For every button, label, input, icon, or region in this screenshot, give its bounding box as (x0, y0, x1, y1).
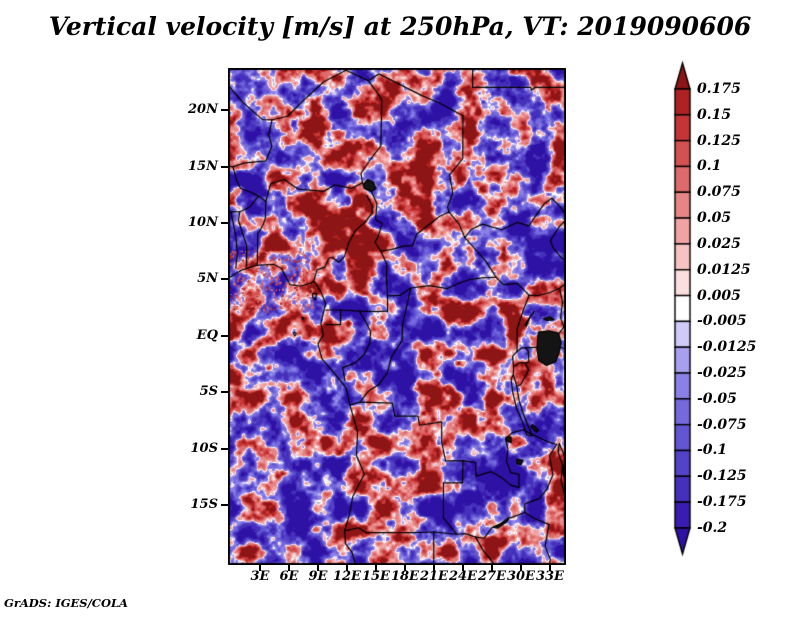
y-axis-label: 5N (197, 271, 218, 287)
x-axis-label: 15E (361, 569, 390, 584)
y-axis-label: 20N (188, 102, 218, 118)
x-axis-label: 6E (279, 569, 299, 584)
colorbar-tick-label: -0.175 (697, 494, 747, 511)
y-axis-tick (221, 222, 228, 224)
x-axis-tick (287, 565, 290, 571)
colorbar-tick-label: -0.05 (697, 390, 737, 407)
x-axis-label: 27E (477, 569, 506, 584)
y-axis-tick (221, 391, 228, 394)
x-axis-label: 24E (448, 569, 477, 584)
colorbar-canvas (666, 52, 712, 564)
colorbar-tick-label: -0.075 (697, 416, 747, 433)
colorbar-tick-label: 0.15 (697, 106, 732, 123)
colorbar-tick-label: 0.125 (697, 132, 741, 149)
x-axis-tick (374, 565, 377, 571)
colorbar-tick-label: 0.075 (697, 184, 741, 201)
colorbar-tick-label: -0.125 (697, 468, 747, 485)
colorbar-tick-label: -0.025 (697, 365, 747, 382)
x-axis-tick (490, 565, 493, 571)
x-axis-label: 3E (250, 569, 270, 584)
x-axis-tick (519, 565, 522, 571)
x-axis-tick (345, 565, 348, 571)
y-axis-label: 10N (188, 215, 218, 230)
colorbar-tick-label: 0.005 (697, 287, 741, 304)
colorbar-tick-label: 0.025 (697, 235, 741, 252)
x-axis-tick (461, 565, 464, 571)
x-axis-tick (316, 565, 319, 571)
x-axis-label: 30E (506, 569, 535, 584)
y-axis-label: 5S (199, 384, 218, 400)
credit-text: GrADS: IGES/COLA (4, 596, 128, 610)
x-axis-label: 21E (419, 569, 448, 584)
y-axis-label: 15N (188, 158, 218, 174)
colorbar-tick-label: 0.175 (697, 81, 741, 97)
colorbar-tick-label: 0.1 (697, 158, 722, 175)
x-axis-tick (258, 565, 261, 571)
colorbar-tick-label: -0.1 (697, 442, 728, 459)
x-axis-label: 9E (308, 569, 328, 584)
y-axis-tick (221, 109, 228, 112)
y-axis-tick (221, 165, 228, 168)
y-axis-tick (221, 278, 228, 281)
y-axis-label: 15S (190, 497, 218, 513)
map-field-canvas (228, 68, 566, 565)
x-axis-label: 33E (535, 569, 564, 584)
colorbar-tick-label: 0.0125 (697, 261, 751, 278)
x-axis-tick (403, 565, 406, 571)
x-axis-tick (548, 565, 551, 571)
chart-title: Vertical velocity [m/s] at 250hPa, VT: 2… (48, 12, 752, 41)
x-axis-label: 12E (332, 569, 361, 584)
colorbar-tick-label: -0.005 (697, 313, 747, 330)
x-axis-tick (432, 565, 435, 571)
y-axis-label: 10S (190, 440, 218, 456)
colorbar-tick-label: -0.0125 (697, 339, 757, 356)
y-axis-label: EQ (196, 327, 218, 343)
y-axis-tick (221, 334, 228, 337)
y-axis-tick (221, 447, 228, 450)
x-axis-label: 18E (390, 569, 419, 584)
y-axis-tick (221, 504, 228, 507)
colorbar-tick-label: -0.2 (697, 519, 728, 536)
colorbar-tick-label: 0.05 (697, 210, 732, 227)
